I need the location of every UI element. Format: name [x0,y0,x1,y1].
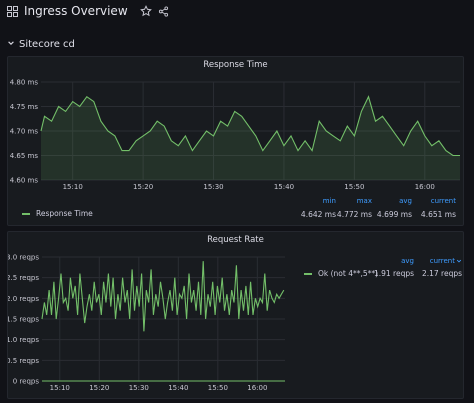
legend-value-max: 4.772 ms [336,210,372,219]
y-tick-label: 1.5 reqps [8,316,39,324]
dashboard-grid-icon[interactable] [7,5,18,17]
legend-value-current: 2.17 reqps [421,269,462,278]
y-tick-label: 1.0 reqps [8,336,39,344]
y-tick-label: 0.5 reqps [8,357,39,365]
legend-col-max[interactable]: max [356,197,372,205]
x-tick-label: 16:00 [415,183,435,191]
y-tick-label: 0 reqps [13,378,40,386]
share-icon[interactable] [158,5,169,17]
chevron-down-icon [456,259,462,263]
panel-title[interactable]: Request Rate [207,235,264,245]
y-tick-label: 2.0 reqps [8,295,39,303]
legend-col-avg[interactable]: avg [401,257,414,265]
response-time-panel: Response Time 4.60 ms 4.65 ms 4.70 ms 4.75 … [7,56,464,226]
dashboard-title[interactable]: Ingress Overview [24,4,128,18]
y-tick-label: 4.80 ms [10,79,39,87]
legend-col-current-label: current [429,257,455,265]
legend-value-avg: 4.699 ms [376,210,412,219]
legend-swatch [304,272,312,275]
y-tick-label: 4.70 ms [10,128,39,136]
legend-series-name: Response Time [36,209,93,218]
legend-swatch [22,212,30,215]
x-tick-label: 15:20 [133,183,153,191]
x-tick-label: 15:20 [89,384,109,392]
y-tick-label: 4.60 ms [10,177,39,185]
series-line [40,95,460,157]
y-tick-label: 4.75 ms [10,103,39,111]
x-tick-label: 15:10 [63,183,83,191]
x-tick-label: 15:50 [344,183,364,191]
series-area [41,96,460,180]
y-tick-label: 2.5 reqps [8,274,39,282]
x-tick-label: 15:10 [50,384,70,392]
x-tick-label: 15:40 [274,183,294,191]
request-rate-chart: 0 reqps 0.5 reqps 1.0 reqps 1.5 reqps 2.0 re… [8,254,285,392]
x-tick-label: 15:30 [129,384,149,392]
legend-item[interactable]: Response Time [22,209,93,218]
legend-item[interactable]: Ok (not 4**,5**) [304,269,378,278]
legend-series-name: Ok (not 4**,5**) [318,269,379,278]
x-tick-label: 15:50 [208,384,228,392]
request-rate-panel: Request Rate 0 reqps 0.5 reqps 1.0 reqps 1.… [7,231,464,399]
legend-value-avg: 1.91 reqps [373,269,414,278]
y-tick-label: 3.0 reqps [8,254,39,262]
legend-col-current[interactable]: current [430,197,456,205]
legend-col-current[interactable]: current [426,257,462,265]
series-line [41,261,285,332]
row-header[interactable]: Sitecore cd [7,37,75,51]
legend-value-min: 4.642 ms [300,210,336,219]
row-title[interactable]: Sitecore cd [19,38,75,50]
x-tick-label: 15:30 [203,183,223,191]
legend-col-min[interactable]: min [322,197,336,205]
dashboard-header: Ingress Overview [0,0,474,22]
y-tick-label: 4.65 ms [10,152,39,160]
star-icon[interactable] [139,5,152,17]
x-tick-label: 15:40 [168,384,188,392]
response-time-chart: 4.60 ms 4.65 ms 4.70 ms 4.75 ms 4.80 ms 15:10… [10,79,460,191]
legend-col-avg[interactable]: avg [399,197,412,205]
chevron-down-icon[interactable] [7,39,15,50]
x-tick-label: 16:00 [247,384,267,392]
legend-value-current: 4.651 ms [420,210,456,219]
panel-title[interactable]: Response Time [203,60,268,70]
